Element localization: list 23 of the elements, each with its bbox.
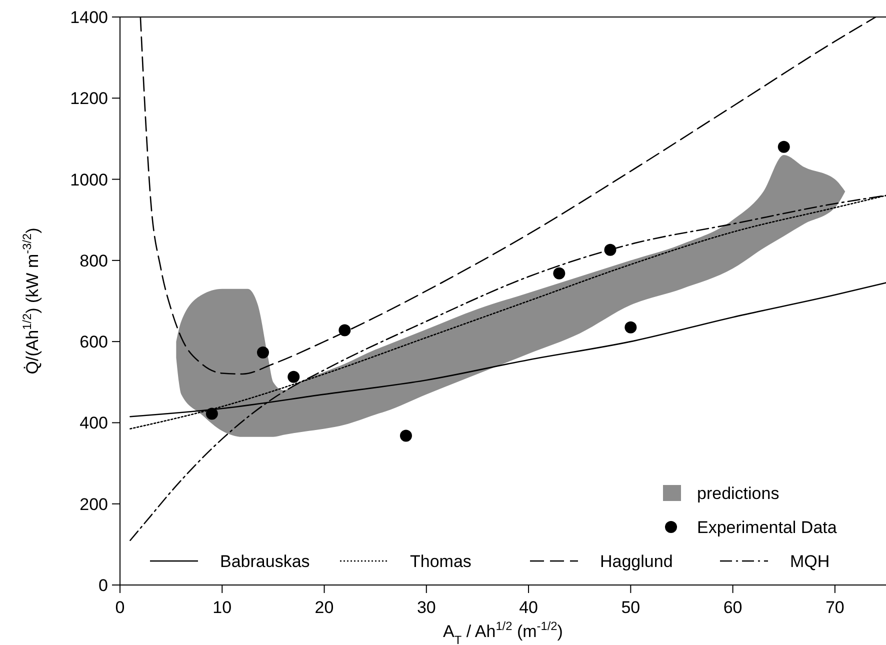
y-tick-label: 600: [80, 332, 108, 352]
x-tick-label: 30: [416, 598, 436, 617]
legend-label: Experimental Data: [697, 518, 838, 537]
x-tick-label: 70: [825, 598, 844, 617]
x-tick-label: 20: [314, 598, 334, 617]
y-tick-label: 0: [98, 576, 108, 595]
x-tick-label: 10: [212, 598, 232, 617]
legend-label: Thomas: [410, 552, 472, 571]
legend-label: Babrauskas: [220, 552, 310, 571]
y-tick-label: 200: [80, 494, 108, 514]
y-tick-label: 1400: [70, 8, 108, 27]
x-tick-label: 50: [621, 598, 640, 617]
x-tick-label: 60: [723, 598, 742, 617]
legend-label: Hagglund: [600, 552, 673, 571]
x-tick-label: 40: [519, 598, 538, 617]
x-axis-title: A$_{T}$ / Ah$^{1/2}$ (m$^{-1/2}$): [443, 619, 563, 645]
y-tick-label: 1200: [70, 89, 108, 108]
y-tick-label: 800: [80, 251, 108, 270]
legend-label: MQH: [790, 552, 830, 571]
x-tick-label: 0: [115, 598, 125, 617]
y-tick-label: 1000: [70, 170, 108, 190]
y-tick-label: 400: [80, 414, 108, 433]
legend-label: predictions: [697, 484, 780, 503]
